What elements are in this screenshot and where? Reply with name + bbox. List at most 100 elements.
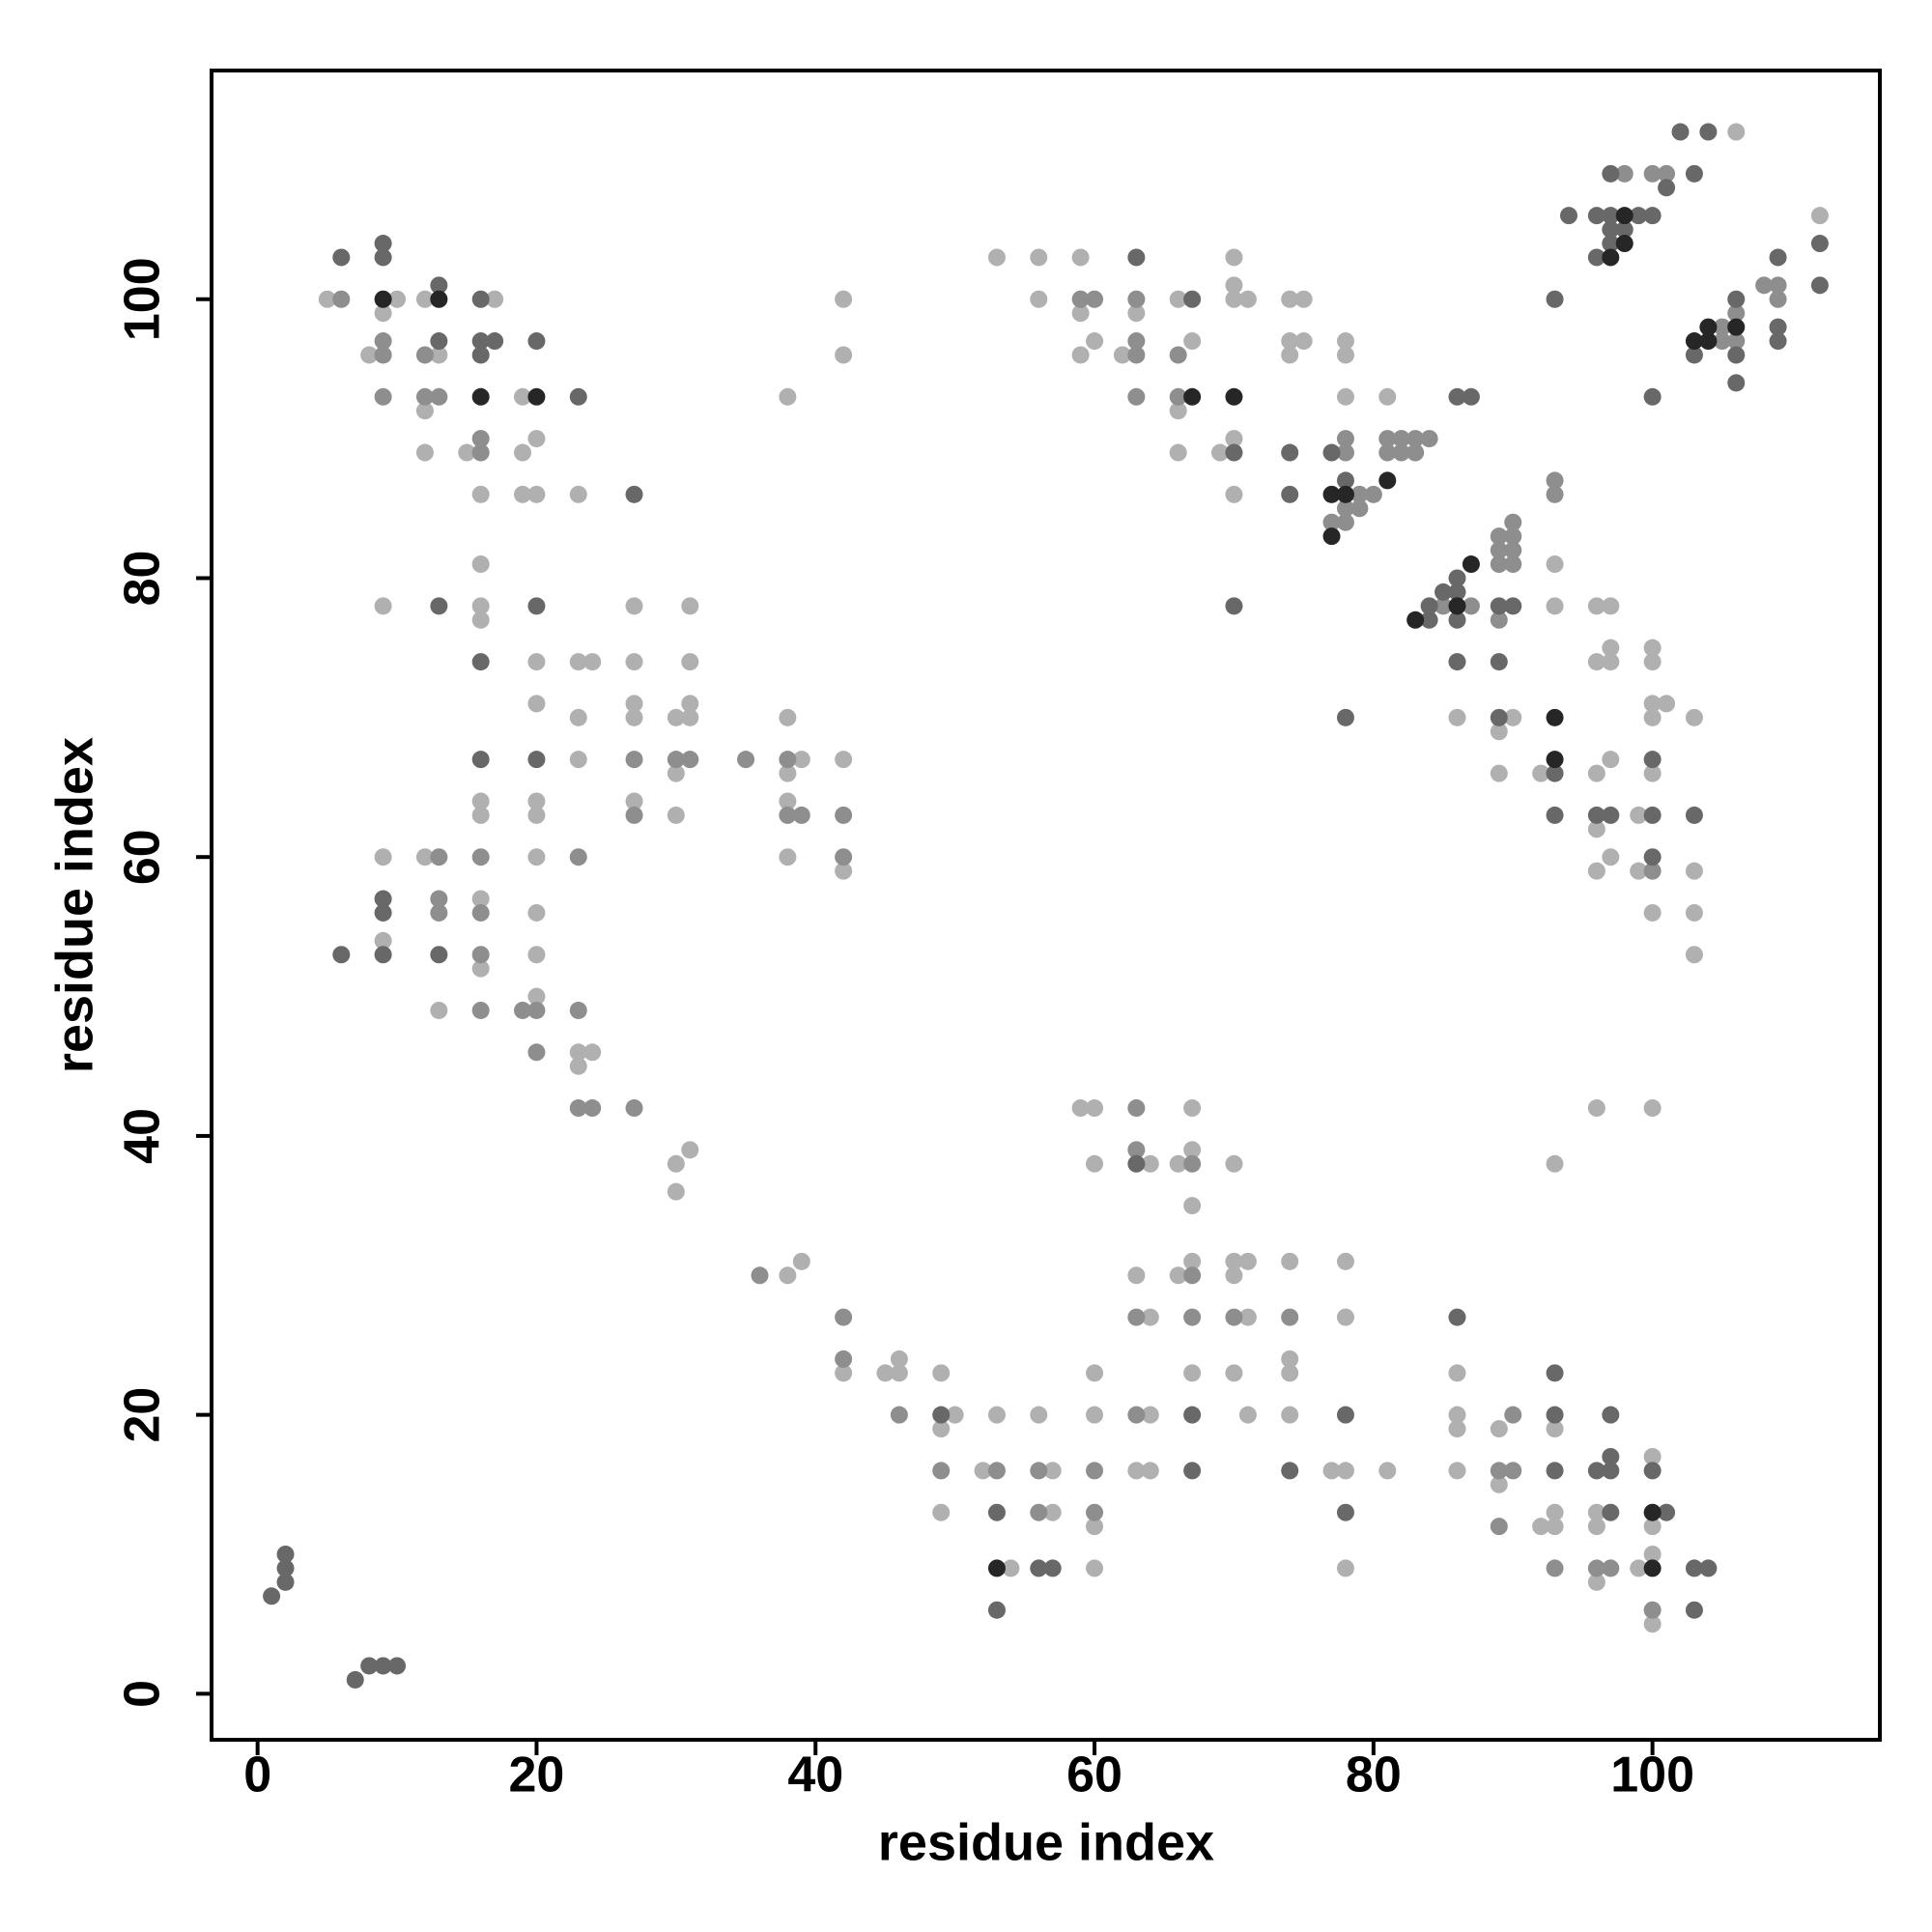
- point: [667, 764, 685, 782]
- point: [1587, 597, 1605, 615]
- point: [1420, 430, 1438, 448]
- point: [1699, 123, 1718, 141]
- x-tick-label: 0: [243, 1747, 271, 1804]
- point: [569, 387, 587, 406]
- point: [1086, 1503, 1104, 1521]
- point: [1141, 1406, 1159, 1424]
- point: [1281, 346, 1299, 364]
- point: [681, 751, 699, 769]
- point: [360, 1657, 379, 1675]
- point: [1281, 290, 1299, 308]
- point: [1336, 471, 1354, 490]
- point: [1336, 513, 1354, 531]
- point: [1225, 290, 1243, 308]
- point: [835, 290, 853, 308]
- point: [1183, 1462, 1202, 1480]
- point: [1322, 1462, 1341, 1480]
- point: [1602, 1406, 1620, 1424]
- point: [1336, 346, 1354, 364]
- point: [1643, 764, 1662, 782]
- point: [1406, 430, 1425, 448]
- point: [1587, 1573, 1605, 1591]
- point: [681, 1141, 699, 1159]
- point: [779, 751, 797, 769]
- point: [332, 290, 351, 308]
- point: [1420, 611, 1438, 629]
- point: [779, 848, 797, 867]
- point: [1630, 1559, 1648, 1577]
- point: [1392, 430, 1410, 448]
- point: [415, 848, 434, 867]
- point: [1685, 903, 1703, 922]
- point: [1086, 1518, 1104, 1536]
- point: [374, 848, 392, 867]
- point: [932, 1406, 951, 1424]
- point: [1504, 555, 1522, 574]
- point: [1322, 513, 1341, 531]
- point: [1448, 611, 1466, 629]
- point: [527, 1043, 546, 1062]
- point: [890, 1364, 908, 1382]
- point: [583, 653, 602, 671]
- point: [1448, 1420, 1466, 1438]
- point: [1490, 723, 1508, 741]
- point: [1546, 1364, 1564, 1382]
- point: [932, 1364, 951, 1382]
- point: [1183, 387, 1202, 406]
- point: [1490, 1475, 1508, 1493]
- point: [569, 485, 587, 503]
- point: [1281, 1462, 1299, 1480]
- point: [1183, 1266, 1202, 1285]
- point: [1281, 1350, 1299, 1368]
- point: [1685, 862, 1703, 880]
- point: [1435, 597, 1453, 615]
- point: [514, 443, 532, 462]
- point: [583, 1043, 602, 1062]
- point: [835, 751, 853, 769]
- point: [1504, 527, 1522, 546]
- point: [1448, 1308, 1466, 1326]
- x-tick-label: 100: [1610, 1747, 1694, 1804]
- point: [318, 290, 336, 308]
- point: [1643, 1503, 1662, 1521]
- point: [1685, 946, 1703, 964]
- point: [1127, 346, 1146, 364]
- point: [1071, 1099, 1090, 1118]
- point: [1043, 1503, 1062, 1521]
- point: [1615, 164, 1634, 183]
- point: [430, 946, 448, 964]
- point: [835, 848, 853, 867]
- point: [1350, 499, 1369, 518]
- point: [1086, 332, 1104, 351]
- point: [835, 346, 853, 364]
- point: [1546, 485, 1564, 503]
- point: [1490, 1420, 1508, 1438]
- point: [1210, 443, 1229, 462]
- point: [430, 1001, 448, 1019]
- point: [1546, 764, 1564, 782]
- x-tick-label: 40: [787, 1747, 843, 1804]
- point: [471, 751, 490, 769]
- point: [263, 1587, 281, 1605]
- point: [374, 1657, 392, 1675]
- point: [1490, 555, 1508, 574]
- point: [1071, 248, 1090, 267]
- point: [1630, 207, 1648, 225]
- point: [1183, 1141, 1202, 1159]
- point: [835, 862, 853, 880]
- point: [835, 1308, 853, 1326]
- point: [1448, 387, 1466, 406]
- point: [1281, 1406, 1299, 1424]
- point: [987, 1601, 1006, 1619]
- point: [1559, 207, 1577, 225]
- point: [1615, 235, 1634, 253]
- point: [1238, 1252, 1257, 1270]
- point: [471, 443, 490, 462]
- point: [374, 304, 392, 323]
- point: [374, 332, 392, 351]
- point: [1532, 1518, 1550, 1536]
- point: [1727, 332, 1746, 351]
- point: [374, 346, 392, 364]
- point: [1643, 164, 1662, 183]
- point: [1643, 862, 1662, 880]
